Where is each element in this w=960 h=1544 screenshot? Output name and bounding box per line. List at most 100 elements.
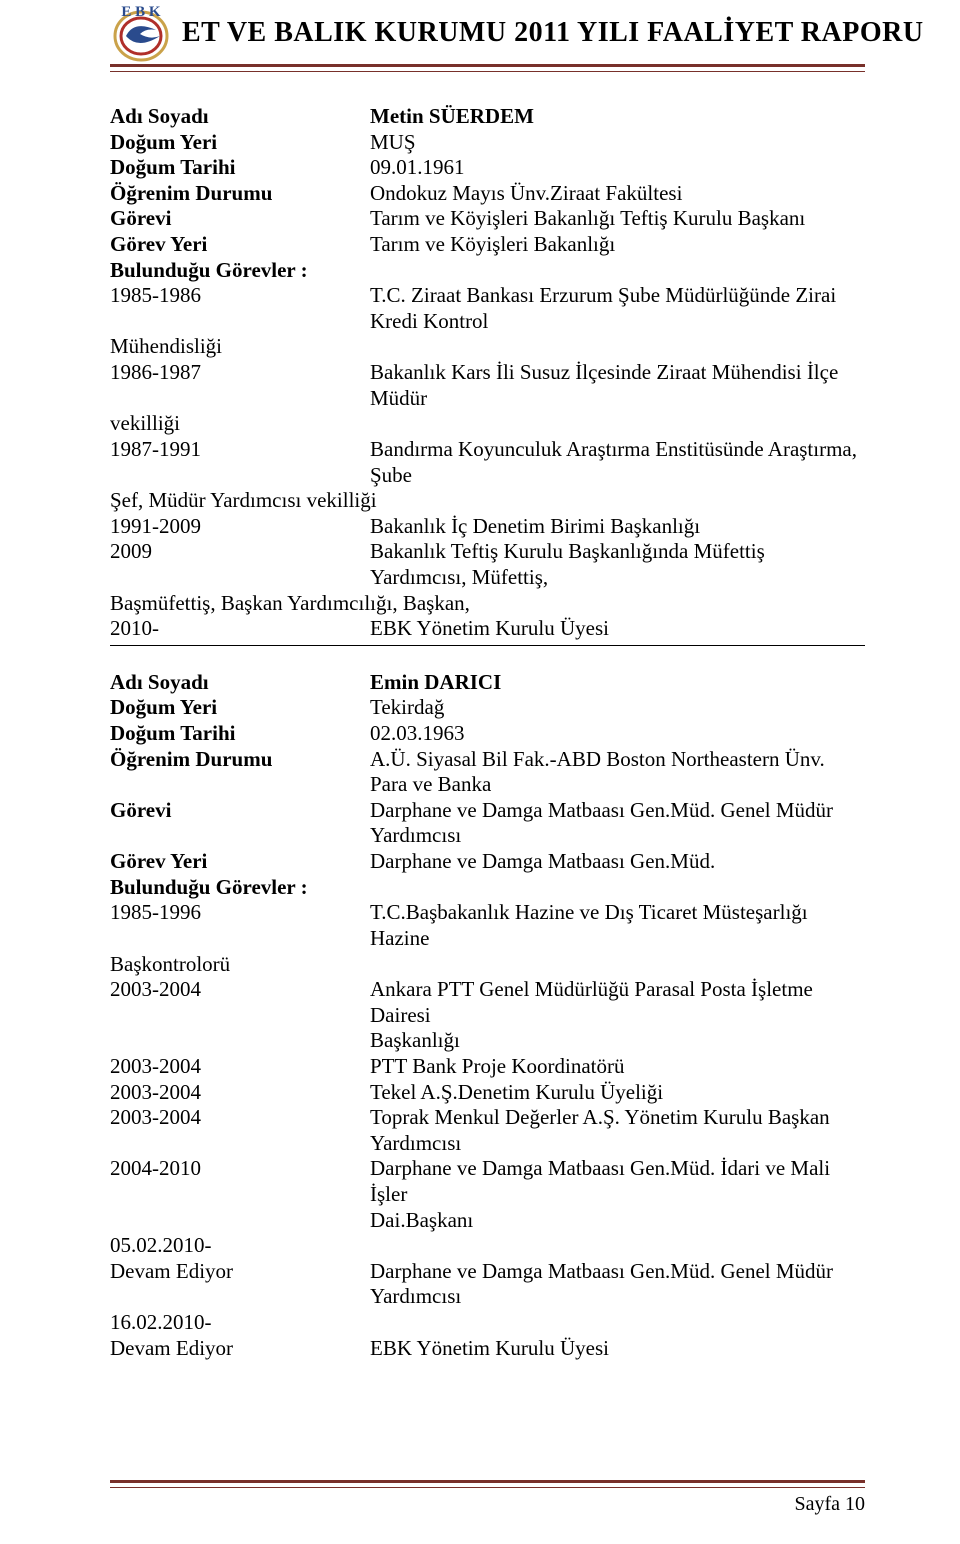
history-row: 1991-2009 Bakanlık İç Denetim Birimi Baş… [110, 514, 865, 540]
history-desc: Darphane ve Damga Matbaası Gen.Müd. Gene… [370, 1259, 865, 1310]
history-desc: Ankara PTT Genel Müdürlüğü Parasal Posta… [370, 977, 865, 1028]
history-desc: Bandırma Koyunculuk Araştırma Enstitüsün… [370, 437, 865, 488]
field-education: Öğrenim Durumu A.Ü. Siyasal Bil Fak.-ABD… [110, 747, 865, 798]
page-number: Sayfa 10 [794, 1492, 865, 1516]
history-year: Devam Ediyor [110, 1259, 370, 1310]
history-desc: PTT Bank Proje Koordinatörü [370, 1054, 865, 1080]
field-duty: Görevi Tarım ve Köyişleri Bakanlığı Teft… [110, 206, 865, 232]
content: Adı Soyadı Metin SÜERDEM Doğum Yeri MUŞ … [110, 78, 865, 1361]
history-cont: Başmüfettiş, Başkan Yardımcılığı, Başkan… [110, 591, 865, 617]
history-year: 2010- [110, 616, 370, 642]
history-row: 2003-2004 PTT Bank Proje Koordinatörü [110, 1054, 865, 1080]
history-desc: Bakanlık Teftiş Kurulu Başkanlığında Müf… [370, 539, 865, 590]
history-year: 2003-2004 [110, 1080, 370, 1106]
value-name: Emin DARICI [370, 670, 865, 696]
history-dateline: 16.02.2010- [110, 1310, 865, 1336]
field-name: Adı Soyadı Metin SÜERDEM [110, 104, 865, 130]
history-desc: EBK Yönetim Kurulu Üyesi [370, 1336, 865, 1362]
field-dutyplace: Görev Yeri Tarım ve Köyişleri Bakanlığı [110, 232, 865, 258]
field-birthdate: Doğum Tarihi 02.03.1963 [110, 721, 865, 747]
label-education: Öğrenim Durumu [110, 747, 370, 798]
history-row: 2003-2004 Ankara PTT Genel Müdürlüğü Par… [110, 977, 865, 1028]
history-year: 1986-1987 [110, 360, 370, 411]
history-row: Devam Ediyor Darphane ve Damga Matbaası … [110, 1259, 865, 1310]
history-year: 1987-1991 [110, 437, 370, 488]
history-row: 1986-1987 Bakanlık Kars İli Susuz İlçesi… [110, 360, 865, 411]
value-birthdate: 02.03.1963 [370, 721, 865, 747]
history-desc: Bakanlık Kars İli Susuz İlçesinde Ziraat… [370, 360, 865, 411]
history-desc: Başkanlığı [370, 1028, 865, 1054]
label-positions: Bulunduğu Görevler : [110, 258, 865, 284]
spacer [110, 646, 865, 670]
history-desc: Bakanlık İç Denetim Birimi Başkanlığı [370, 514, 865, 540]
field-birthdate: Doğum Tarihi 09.01.1961 [110, 155, 865, 181]
history-desc: T.C. Ziraat Bankası Erzurum Şube Müdürlü… [370, 283, 865, 334]
history-row: 2010- EBK Yönetim Kurulu Üyesi [110, 616, 865, 642]
page: E B K ET VE BALIK KURUMU 2011 YILI FAALİ… [0, 0, 960, 1544]
history-year: 2003-2004 [110, 1105, 370, 1156]
history-row: 2009 Bakanlık Teftiş Kurulu Başkanlığınd… [110, 539, 865, 590]
label-birthdate: Doğum Tarihi [110, 155, 370, 181]
history-year: 2009 [110, 539, 370, 590]
label-duty: Görevi [110, 206, 370, 232]
history-row: 1987-1991 Bandırma Koyunculuk Araştırma … [110, 437, 865, 488]
history-row: 2004-2010 Darphane ve Damga Matbaası Gen… [110, 1156, 865, 1207]
field-name: Adı Soyadı Emin DARICI [110, 670, 865, 696]
value-education: Ondokuz Mayıs Ünv.Ziraat Fakültesi [370, 181, 865, 207]
value-dutyplace: Darphane ve Damga Matbaası Gen.Müd. [370, 849, 865, 875]
history-year: 1985-1996 [110, 900, 370, 951]
svg-text:E B K: E B K [121, 4, 161, 20]
history-year: Devam Ediyor [110, 1336, 370, 1362]
history-desc: T.C.Başbakanlık Hazine ve Dış Ticaret Mü… [370, 900, 865, 951]
history-row: Başkanlığı [110, 1028, 865, 1054]
history-year [110, 1208, 370, 1234]
history-year: 2004-2010 [110, 1156, 370, 1207]
history-year: 1985-1986 [110, 283, 370, 334]
label-birthdate: Doğum Tarihi [110, 721, 370, 747]
value-dutyplace: Tarım ve Köyişleri Bakanlığı [370, 232, 865, 258]
value-birthplace: MUŞ [370, 130, 865, 156]
value-name: Metin SÜERDEM [370, 104, 865, 130]
label-education: Öğrenim Durumu [110, 181, 370, 207]
history-desc: EBK Yönetim Kurulu Üyesi [370, 616, 865, 642]
label-birthplace: Doğum Yeri [110, 130, 370, 156]
field-birthplace: Doğum Yeri Tekirdağ [110, 695, 865, 721]
history-desc: Dai.Başkanı [370, 1208, 865, 1234]
value-duty: Tarım ve Köyişleri Bakanlığı Teftiş Kuru… [370, 206, 865, 232]
history-row: 1985-1986 T.C. Ziraat Bankası Erzurum Şu… [110, 283, 865, 334]
history-year [110, 1028, 370, 1054]
label-name: Adı Soyadı [110, 670, 370, 696]
history-dateline: 05.02.2010- [110, 1233, 865, 1259]
label-name: Adı Soyadı [110, 104, 370, 130]
history-row: 2003-2004 Toprak Menkul Değerler A.Ş. Yö… [110, 1105, 865, 1156]
history-year: 1991-2009 [110, 514, 370, 540]
label-dutyplace: Görev Yeri [110, 232, 370, 258]
label-birthplace: Doğum Yeri [110, 695, 370, 721]
value-birthplace: Tekirdağ [370, 695, 865, 721]
history-year: 2003-2004 [110, 1054, 370, 1080]
footer-rule [110, 1480, 865, 1488]
field-birthplace: Doğum Yeri MUŞ [110, 130, 865, 156]
label-dutyplace: Görev Yeri [110, 849, 370, 875]
header: E B K ET VE BALIK KURUMU 2011 YILI FAALİ… [110, 0, 865, 78]
field-dutyplace: Görev Yeri Darphane ve Damga Matbaası Ge… [110, 849, 865, 875]
history-desc: Toprak Menkul Değerler A.Ş. Yönetim Kuru… [370, 1105, 865, 1156]
history-cont: vekilliği [110, 411, 865, 437]
history-desc: Tekel A.Ş.Denetim Kurulu Üyeliği [370, 1080, 865, 1106]
history-row: 1985-1996 T.C.Başbakanlık Hazine ve Dış … [110, 900, 865, 951]
history-row: Dai.Başkanı [110, 1208, 865, 1234]
history-year: 2003-2004 [110, 977, 370, 1028]
document-title: ET VE BALIK KURUMU 2011 YILI FAALİYET RA… [182, 16, 924, 50]
field-education: Öğrenim Durumu Ondokuz Mayıs Ünv.Ziraat … [110, 181, 865, 207]
header-rule [110, 64, 865, 72]
history-cont: Mühendisliği [110, 334, 865, 360]
label-positions: Bulunduğu Görevler : [110, 875, 865, 901]
value-education: A.Ü. Siyasal Bil Fak.-ABD Boston Northea… [370, 747, 865, 798]
history-desc: Darphane ve Damga Matbaası Gen.Müd. İdar… [370, 1156, 865, 1207]
field-duty: Görevi Darphane ve Damga Matbaası Gen.Mü… [110, 798, 865, 849]
header-line: E B K ET VE BALIK KURUMU 2011 YILI FAALİ… [110, 4, 865, 62]
history-row: 2003-2004 Tekel A.Ş.Denetim Kurulu Üyeli… [110, 1080, 865, 1106]
value-duty: Darphane ve Damga Matbaası Gen.Müd. Gene… [370, 798, 865, 849]
value-birthdate: 09.01.1961 [370, 155, 865, 181]
history-row: Devam Ediyor EBK Yönetim Kurulu Üyesi [110, 1336, 865, 1362]
